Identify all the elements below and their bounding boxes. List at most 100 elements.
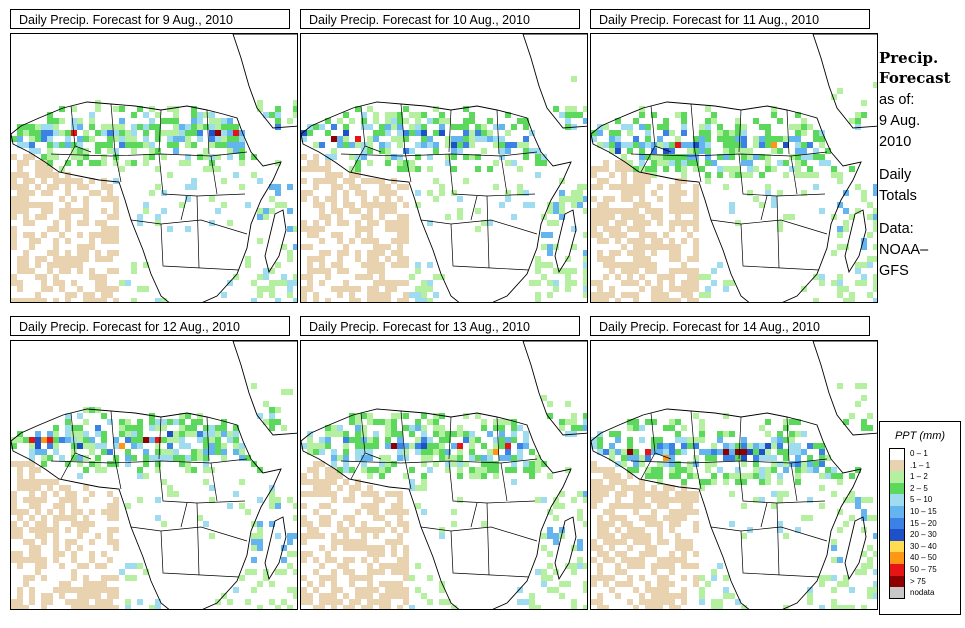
legend-label: 0 – 1 [910, 449, 928, 458]
forecast-panel-4: Daily Precip. Forecast for 12 Aug., 2010 [10, 316, 298, 610]
country-border [694, 458, 702, 490]
legend-swatch [889, 575, 905, 588]
country-border [448, 153, 536, 197]
country-border [486, 195, 490, 269]
asof-line-2: 9 Aug. [879, 113, 921, 129]
country-border [180, 195, 188, 221]
panel-title: Daily Precip. Forecast for 10 Aug., 2010 [300, 9, 580, 29]
panel-title: Daily Precip. Forecast for 11 Aug., 2010 [590, 9, 870, 29]
legend-swatch [889, 459, 905, 472]
arabia-outline [232, 34, 297, 129]
country-border [694, 151, 702, 183]
country-border [404, 458, 412, 490]
info-sidebar: Precip. Forecast as of: 9 Aug. 2010 Dail… [879, 48, 963, 282]
country-border [786, 416, 790, 462]
legend-rows: 0 – 1 .1 – 1 1 – 2 2 – 5 5 – 10 10 – 15 … [880, 448, 960, 599]
legend-item: 1 – 2 [880, 471, 960, 483]
legend-item: 40 – 50 [880, 552, 960, 564]
country-border [114, 151, 122, 183]
country-border [450, 530, 530, 578]
precip-map-svg [11, 34, 297, 302]
legend-label: 10 – 15 [910, 506, 937, 516]
country-border [740, 223, 820, 271]
asof-line-1: as of: [879, 92, 915, 108]
country-border [350, 145, 366, 173]
legend-swatch [889, 505, 905, 518]
legend-swatch [889, 540, 905, 553]
precip-map [10, 33, 298, 303]
precip-map-svg [301, 34, 587, 302]
country-border [420, 219, 538, 235]
mediterranean-area [301, 341, 587, 359]
precip-map [300, 33, 588, 303]
country-border [60, 145, 76, 173]
arabia-outline [812, 34, 877, 129]
precip-cells [11, 383, 297, 609]
legend-swatch [889, 482, 905, 495]
asof-line-3: 2010 [879, 134, 912, 150]
country-border [640, 145, 656, 173]
legend-label: 50 – 75 [910, 564, 937, 574]
legend-item: 50 – 75 [880, 563, 960, 576]
country-border [500, 155, 508, 195]
arabia-outline [812, 341, 877, 436]
legend-item: 0 – 1 [880, 448, 960, 460]
country-border [790, 462, 798, 502]
precip-cells [11, 100, 297, 302]
legend-item: 2 – 5 [880, 482, 960, 495]
country-border [350, 452, 366, 480]
madagascar-outline [844, 516, 867, 581]
legend-swatch [889, 587, 905, 599]
precip-map [590, 340, 878, 610]
africa-outline [11, 408, 282, 609]
country-border [710, 526, 828, 542]
data-line-1: Data: [879, 221, 914, 237]
country-border [738, 460, 826, 504]
panel-title: Daily Precip. Forecast for 12 Aug., 2010 [10, 316, 290, 336]
data-line-2: NOAA– [879, 242, 929, 258]
legend-label: .1 – 1 [910, 460, 931, 470]
forecast-panel-5: Daily Precip. Forecast for 13 Aug., 2010 [300, 316, 588, 610]
country-border [206, 109, 210, 155]
mediterranean-area [11, 341, 297, 359]
mediterranean-area [591, 34, 877, 52]
africa-outline [301, 408, 572, 609]
country-border [740, 530, 820, 578]
country-border [158, 153, 246, 197]
country-border [114, 458, 122, 490]
forecast-panel-6: Daily Precip. Forecast for 14 Aug., 2010 [590, 316, 878, 610]
legend-label: 2 – 5 [910, 483, 928, 493]
country-border [340, 458, 538, 464]
country-border [760, 502, 768, 528]
panel-title: Daily Precip. Forecast for 13 Aug., 2010 [300, 316, 580, 336]
country-border [776, 502, 780, 576]
country-border [640, 452, 656, 480]
panel-title: Daily Precip. Forecast for 14 Aug., 2010 [590, 316, 870, 336]
country-border [400, 410, 406, 460]
arabia-outline [522, 34, 587, 129]
country-border [158, 460, 246, 504]
country-border [110, 410, 116, 460]
mediterranean-area [11, 34, 297, 52]
precip-map-svg [591, 341, 877, 609]
country-border [786, 109, 790, 155]
legend-label: 30 – 40 [910, 541, 937, 551]
country-border [738, 153, 826, 197]
legend-item: 5 – 10 [880, 494, 960, 506]
country-border [340, 151, 538, 157]
daily-line-1: Daily [879, 167, 912, 183]
country-border [710, 219, 828, 235]
country-border [450, 223, 530, 271]
precip-map [590, 33, 878, 303]
legend-item: nodata [880, 587, 960, 599]
precip-cells [591, 383, 877, 609]
country-border [470, 195, 478, 221]
legend-item: 20 – 30 [880, 529, 960, 541]
legend-label: > 75 [910, 576, 926, 586]
forecast-panel-3: Daily Precip. Forecast for 11 Aug., 2010 [590, 9, 878, 303]
legend-swatch [889, 471, 905, 483]
forecast-panel-1: Daily Precip. Forecast for 9 Aug., 2010 [10, 9, 298, 303]
country-border [50, 458, 248, 464]
country-border [400, 103, 406, 153]
madagascar-outline [264, 209, 287, 274]
